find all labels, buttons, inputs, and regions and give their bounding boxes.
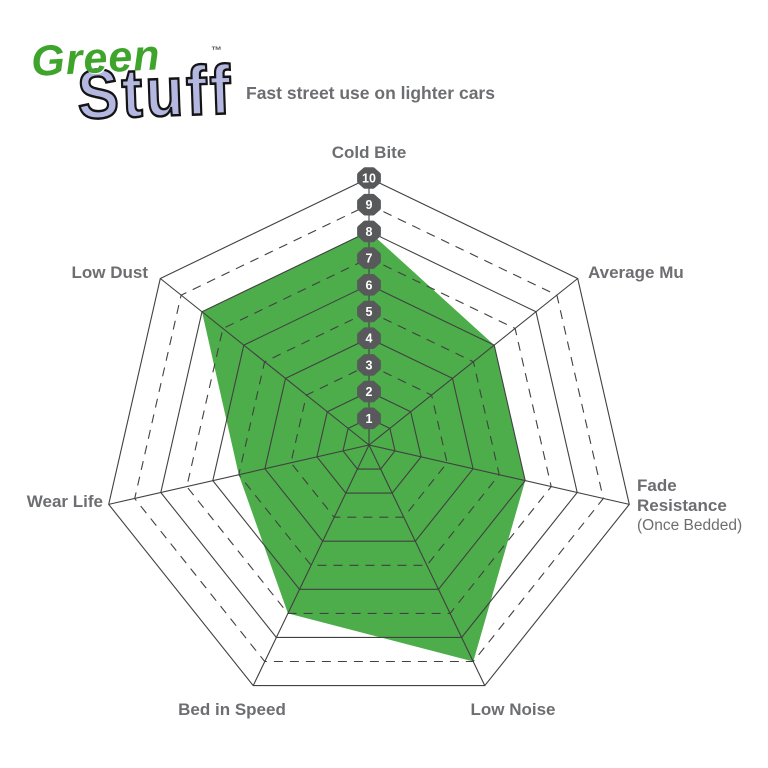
axis-label-fade-resistance-sub: (Once Bedded) [637, 517, 743, 534]
scale-badge-6 [357, 274, 381, 296]
axis-label-bed-in-speed: Bed in Speed [178, 700, 286, 719]
scale-badge-8 [357, 220, 381, 243]
scale-badge-label-6: 6 [366, 278, 373, 292]
axis-spoke-4 [252, 444, 370, 686]
scale-badge-3 [357, 354, 381, 376]
grid-ring-6 [212, 284, 526, 590]
axis-label-cold-bite: Cold Bite [331, 143, 407, 162]
scale-badge-label-5: 5 [366, 305, 373, 319]
chart-subtitle: Fast street use on lighter cars [246, 83, 495, 103]
axis-label-low-dust: Low Dust [71, 263, 149, 282]
greenstuff-logo: Stuff Green ™ [0, 0, 260, 150]
grid-ring-4 [264, 337, 474, 542]
grid-ring-2 [316, 390, 422, 494]
axis-spoke-6 [159, 278, 370, 446]
scale-badge-5 [357, 300, 381, 323]
grid-ring-8 [160, 230, 578, 638]
scale-badge-label-3: 3 [366, 358, 373, 372]
axis-spoke-5 [108, 444, 370, 505]
axis-label-fade-resistance-main: Fade Resistance [637, 476, 727, 515]
grid-ring-3 [290, 364, 448, 518]
trademark-symbol: ™ [211, 45, 222, 57]
scale-badge-label-1: 1 [366, 412, 373, 426]
scale-badge-label-9: 9 [366, 198, 373, 212]
scale-badge-9 [357, 193, 381, 216]
axis-label-average-mu: Average Mu [588, 263, 684, 282]
scale-badge-2 [357, 380, 381, 403]
grid-ring-7 [186, 257, 552, 614]
logo-word-green: Green [30, 31, 162, 86]
scale-badge-10 [357, 167, 381, 189]
axis-label-low-noise: Low Noise [470, 700, 556, 719]
scale-badge-label-2: 2 [366, 385, 373, 399]
grid-ring-9 [134, 204, 604, 663]
grid-ring-1 [342, 417, 396, 470]
axis-spoke-1 [368, 278, 579, 446]
axis-label-wear-life: Wear Life [26, 492, 103, 511]
scale-badge-label-8: 8 [366, 225, 373, 239]
axis-label-fade-resistance: Fade Resistance (Once Bedded) [637, 476, 749, 536]
scale-badge-1 [357, 407, 381, 430]
grid-ring-5 [238, 310, 500, 566]
axis-spoke-2 [368, 444, 630, 505]
scale-badge-4 [357, 327, 381, 349]
scale-badge-label-4: 4 [366, 332, 373, 346]
scale-badge-7 [357, 247, 381, 269]
axis-spoke-3 [368, 444, 486, 686]
grid-ring-10 [108, 177, 630, 687]
scale-badge-label-7: 7 [366, 252, 373, 266]
scale-badge-label-10: 10 [362, 172, 376, 186]
